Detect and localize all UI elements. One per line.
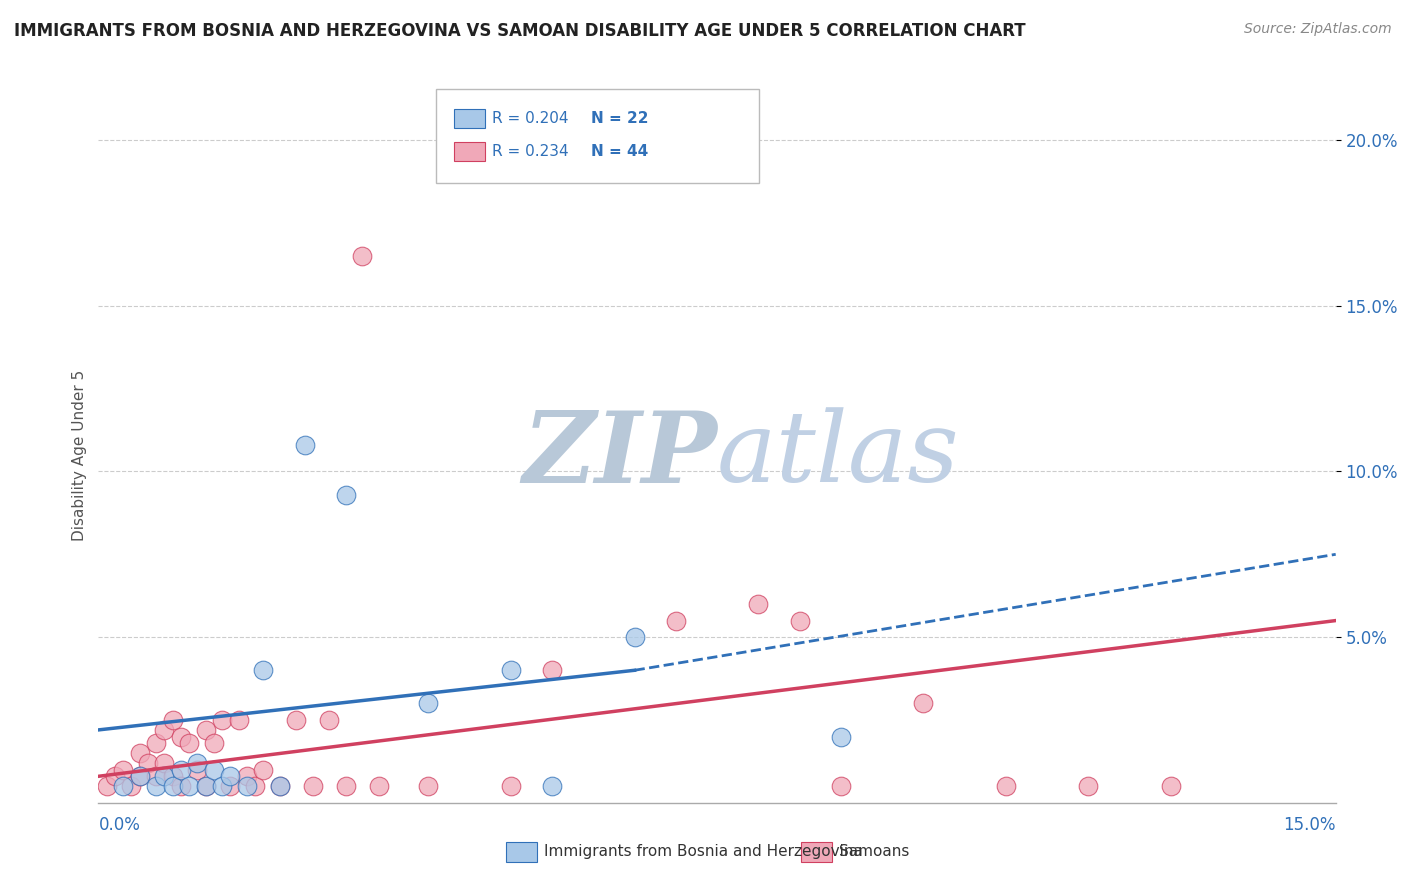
Point — [219, 769, 242, 783]
Point — [830, 730, 852, 744]
Point — [186, 756, 208, 770]
Point — [128, 769, 150, 783]
Text: N = 44: N = 44 — [591, 145, 648, 159]
Text: atlas: atlas — [717, 408, 960, 502]
Point — [367, 779, 389, 793]
Point — [194, 779, 217, 793]
Point — [623, 630, 645, 644]
Point — [789, 614, 811, 628]
Point — [318, 713, 340, 727]
Point — [302, 779, 325, 793]
Point — [499, 779, 522, 793]
Text: N = 22: N = 22 — [591, 112, 648, 126]
Point — [335, 488, 357, 502]
Point — [243, 779, 266, 793]
Point — [186, 763, 208, 777]
Point — [747, 597, 769, 611]
Point — [499, 663, 522, 677]
Text: 0.0%: 0.0% — [98, 816, 141, 834]
Point — [830, 779, 852, 793]
Point — [162, 713, 184, 727]
Point — [112, 779, 135, 793]
Point — [418, 697, 440, 711]
Point — [228, 713, 250, 727]
Point — [153, 723, 176, 737]
Point — [335, 779, 357, 793]
Point — [104, 769, 127, 783]
Point — [128, 746, 150, 760]
Point — [285, 713, 308, 727]
Point — [252, 663, 274, 677]
Point — [252, 763, 274, 777]
Text: 15.0%: 15.0% — [1284, 816, 1336, 834]
Point — [211, 713, 233, 727]
Point — [541, 663, 564, 677]
Point — [179, 736, 201, 750]
Point — [162, 769, 184, 783]
Text: Source: ZipAtlas.com: Source: ZipAtlas.com — [1244, 22, 1392, 37]
Text: R = 0.204: R = 0.204 — [492, 112, 568, 126]
Text: IMMIGRANTS FROM BOSNIA AND HERZEGOVINA VS SAMOAN DISABILITY AGE UNDER 5 CORRELAT: IMMIGRANTS FROM BOSNIA AND HERZEGOVINA V… — [14, 22, 1026, 40]
Point — [153, 756, 176, 770]
Point — [236, 779, 259, 793]
Point — [294, 438, 316, 452]
Point — [236, 769, 259, 783]
Point — [153, 769, 176, 783]
Point — [120, 779, 142, 793]
Point — [211, 779, 233, 793]
Point — [418, 779, 440, 793]
Point — [145, 779, 167, 793]
Point — [269, 779, 291, 793]
Point — [136, 756, 159, 770]
Point — [128, 769, 150, 783]
Y-axis label: Disability Age Under 5: Disability Age Under 5 — [72, 369, 87, 541]
Point — [170, 763, 193, 777]
Point — [912, 697, 935, 711]
Point — [1077, 779, 1099, 793]
Point — [541, 779, 564, 793]
Text: Samoans: Samoans — [839, 845, 910, 859]
Point — [194, 779, 217, 793]
Point — [202, 736, 225, 750]
Point — [170, 779, 193, 793]
Point — [194, 723, 217, 737]
Point — [665, 614, 688, 628]
Point — [170, 730, 193, 744]
Point — [145, 769, 167, 783]
Point — [162, 779, 184, 793]
Point — [96, 779, 118, 793]
Point — [994, 779, 1017, 793]
Text: Immigrants from Bosnia and Herzegovina: Immigrants from Bosnia and Herzegovina — [544, 845, 863, 859]
Point — [112, 763, 135, 777]
Point — [179, 779, 201, 793]
Point — [202, 763, 225, 777]
Text: R = 0.234: R = 0.234 — [492, 145, 568, 159]
Point — [352, 249, 374, 263]
Point — [269, 779, 291, 793]
Point — [1160, 779, 1182, 793]
Point — [145, 736, 167, 750]
Point — [219, 779, 242, 793]
Text: ZIP: ZIP — [522, 407, 717, 503]
